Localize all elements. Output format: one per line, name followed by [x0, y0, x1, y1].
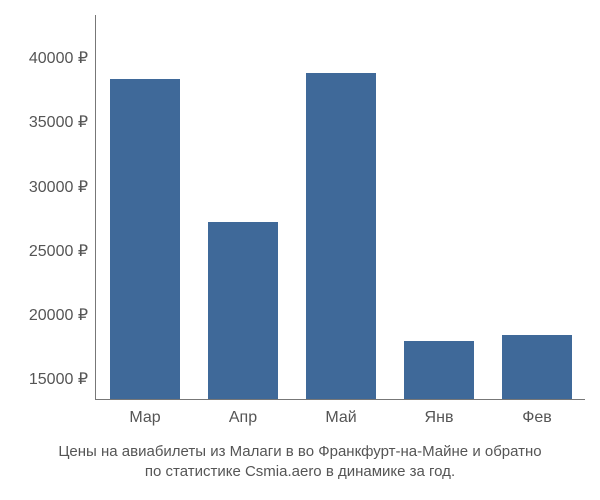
- y-axis-tick: 20000 ₽: [29, 305, 96, 325]
- bar: [502, 335, 573, 399]
- y-axis-tick: 45000 ₽: [29, 0, 96, 4]
- x-axis-tick: Фев: [522, 399, 552, 427]
- bar: [306, 73, 377, 399]
- chart-container: { "chart": { "type": "bar", "background_…: [0, 0, 600, 500]
- x-axis-tick: Янв: [425, 399, 454, 427]
- y-axis-tick: 40000 ₽: [29, 48, 96, 68]
- chart-caption: Цены на авиабилеты из Малаги в во Франкф…: [0, 442, 600, 483]
- y-axis-tick: 30000 ₽: [29, 177, 96, 197]
- bar: [110, 79, 181, 399]
- plot-area: 15000 ₽20000 ₽25000 ₽30000 ₽35000 ₽40000…: [95, 15, 585, 400]
- bar: [404, 341, 475, 399]
- y-axis-tick: 15000 ₽: [29, 369, 96, 389]
- x-axis-tick: Апр: [229, 399, 257, 427]
- x-axis-tick: Мар: [129, 399, 160, 427]
- x-axis-tick: Май: [325, 399, 356, 427]
- caption-line-1: Цены на авиабилеты из Малаги в во Франкф…: [58, 443, 541, 460]
- caption-line-2: по статистике Csmia.aero в динамике за г…: [145, 463, 455, 480]
- bar: [208, 222, 279, 399]
- y-axis-tick: 35000 ₽: [29, 112, 96, 132]
- y-axis-tick: 25000 ₽: [29, 241, 96, 261]
